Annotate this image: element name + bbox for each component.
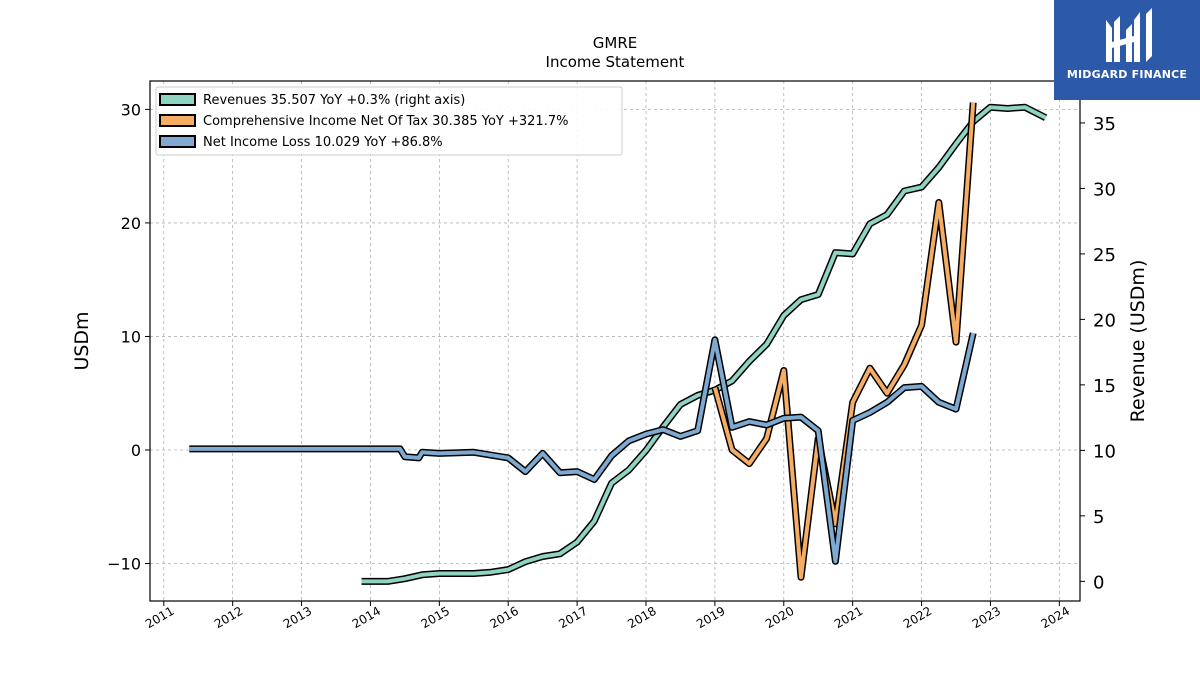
- x-tick-label: 2016: [487, 604, 520, 631]
- x-tick-label: 2012: [212, 604, 245, 631]
- revenues-line: [361, 105, 1047, 584]
- y-right-tick-label: 5: [1093, 507, 1104, 528]
- y-left-tick-label: −10: [107, 555, 141, 574]
- x-tick-label: 2017: [556, 604, 589, 631]
- legend-label: Revenues 35.507 YoY +0.3% (right axis): [203, 93, 465, 108]
- y-right-tick-label: 35: [1093, 114, 1116, 135]
- y-left-tick-label: 30: [121, 100, 141, 119]
- series-lines: [189, 102, 1048, 585]
- y-left-tick-label: 10: [121, 327, 141, 346]
- net-income-loss-line: [189, 332, 976, 564]
- x-tick-label: 2018: [625, 604, 658, 631]
- x-tick-label: 2011: [143, 604, 176, 631]
- logo: MIDGARD FINANCE: [1054, 0, 1200, 100]
- plot-frame: [149, 80, 1081, 602]
- grid: [150, 81, 1080, 601]
- y-right-tick-label: 15: [1093, 376, 1116, 397]
- x-tick-label: 2020: [763, 604, 796, 631]
- chart-title: GMRE: [593, 34, 637, 52]
- midgard-logo-icon: [1106, 8, 1152, 62]
- legend-label: Net Income Loss 10.029 YoY +86.8%: [203, 135, 443, 150]
- x-tick-label: 2022: [901, 604, 934, 631]
- y-left-axis-label: USDm: [71, 311, 93, 370]
- legend-label: Comprehensive Income Net Of Tax 30.385 Y…: [203, 114, 568, 129]
- chart-subtitle: Income Statement: [546, 53, 685, 71]
- x-tick-label: 2021: [832, 604, 865, 631]
- x-tick-label: 2015: [419, 604, 452, 631]
- y-right-tick-label: 0: [1093, 572, 1104, 593]
- legend-swatch: [159, 135, 196, 148]
- logo-text: MIDGARD FINANCE: [1066, 68, 1188, 81]
- x-tick-label: 2014: [350, 604, 383, 631]
- legend-swatch: [159, 93, 196, 106]
- y-right-tick-label: 25: [1093, 245, 1116, 266]
- revenues-outline: [361, 103, 1048, 585]
- y-right-tick-label: 10: [1093, 441, 1116, 462]
- y-right-axis-label: Revenue (USDm): [1127, 260, 1149, 423]
- x-tick-label: 2023: [970, 604, 1003, 631]
- y-left-tick-label: 0: [131, 441, 141, 460]
- legend-box: [155, 86, 623, 156]
- y-left-tick-label: 20: [121, 214, 141, 233]
- legend-swatch: [159, 114, 196, 127]
- x-tick-label: 2019: [694, 604, 727, 631]
- x-tick-label: 2024: [1039, 604, 1072, 631]
- legend: Revenues 35.507 YoY +0.3% (right axis) Co…: [155, 86, 623, 156]
- y-right-tick-label: 20: [1093, 310, 1116, 331]
- x-tick-label: 2013: [281, 604, 314, 631]
- y-right-tick-label: 30: [1093, 179, 1116, 200]
